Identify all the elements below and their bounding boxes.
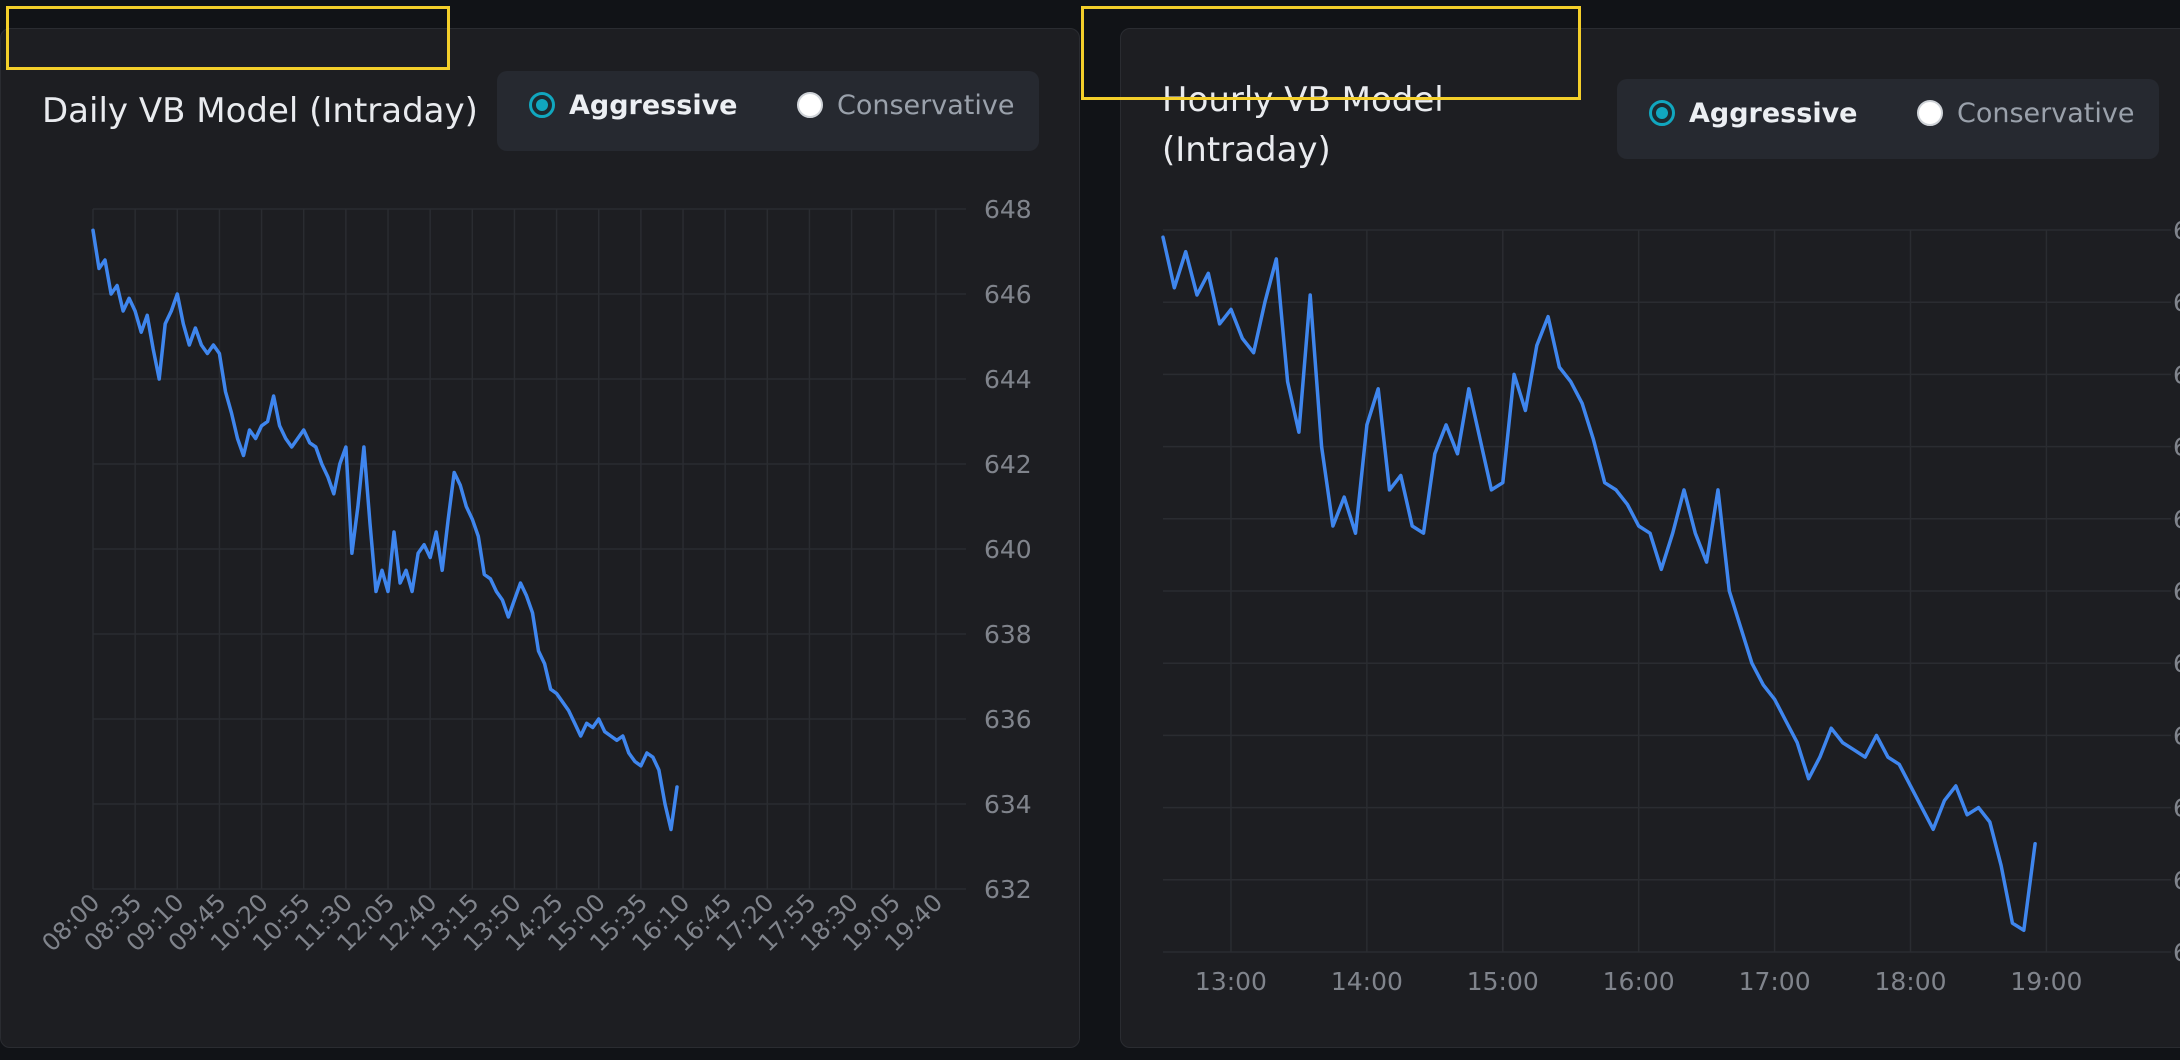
radio-selected-icon[interactable]	[529, 92, 555, 118]
panel-title: Hourly VB Model (Intraday)	[1162, 80, 1444, 170]
y-tick-label: 640	[2173, 433, 2180, 462]
option-label: Aggressive	[1689, 97, 1858, 129]
model-mode-toggle: Aggressive Conservative	[497, 71, 1039, 151]
panel-title: Daily VB Model (Intraday)	[42, 91, 478, 131]
y-tick-label: 638	[984, 620, 1032, 649]
x-tick-label: 14:00	[1331, 967, 1403, 996]
y-tick-label: 648	[984, 195, 1032, 224]
y-tick-label: 633	[2173, 938, 2180, 967]
y-tick-label: 634	[984, 790, 1032, 819]
aggressive-option[interactable]: Aggressive	[529, 85, 738, 125]
conservative-option[interactable]: Conservative	[1917, 93, 2134, 133]
y-tick-label: 636	[2173, 721, 2180, 750]
y-tick-label: 644	[984, 365, 1032, 394]
price-series-line	[1161, 235, 2037, 933]
option-label: Conservative	[837, 89, 1015, 121]
hourly-line-chart: 633 634 635 636 637 638 639 640 641 642 643 13:00 14…	[1161, 216, 2180, 996]
model-mode-toggle: Aggressive Conservative	[1617, 79, 2159, 159]
grid	[92, 208, 966, 890]
x-tick-label: 17:00	[1739, 967, 1811, 996]
hourly-chart-panel: Hourly VB Model (Intraday) Aggressive Co…	[1120, 28, 2180, 1048]
radio-selected-icon[interactable]	[1649, 100, 1675, 126]
y-tick-label: 646	[984, 280, 1032, 309]
y-tick-label: 637	[2173, 649, 2180, 678]
conservative-option[interactable]: Conservative	[797, 85, 1014, 125]
y-tick-label: 640	[984, 535, 1032, 564]
y-tick-label: 632	[984, 875, 1032, 904]
y-tick-label: 643	[2173, 216, 2180, 245]
y-tick-label: 642	[2173, 288, 2180, 317]
y-tick-label: 638	[2173, 577, 2180, 606]
x-tick-label: 19:00	[2010, 967, 2082, 996]
x-tick-label: 15:00	[1467, 967, 1539, 996]
y-tick-label: 641	[2173, 360, 2180, 389]
y-tick-label: 635	[2173, 794, 2180, 823]
radio-unselected-icon[interactable]	[797, 92, 823, 118]
aggressive-option[interactable]: Aggressive	[1649, 93, 1858, 133]
x-tick-label: 13:00	[1195, 967, 1267, 996]
option-label: Aggressive	[569, 89, 738, 121]
x-tick-label: 18:00	[1874, 967, 1946, 996]
daily-chart-panel: Daily VB Model (Intraday) Aggressive Con…	[0, 28, 1080, 1048]
daily-line-chart: 63263463663864064264464664808:0008:3509:…	[37, 195, 1032, 957]
y-tick-label: 636	[984, 705, 1032, 734]
y-tick-label: 639	[2173, 505, 2180, 534]
x-tick-label: 16:00	[1603, 967, 1675, 996]
radio-unselected-icon[interactable]	[1917, 100, 1943, 126]
y-tick-label: 642	[984, 450, 1032, 479]
price-series-line	[91, 228, 679, 832]
y-tick-label: 634	[2173, 866, 2180, 895]
option-label: Conservative	[1957, 97, 2135, 129]
